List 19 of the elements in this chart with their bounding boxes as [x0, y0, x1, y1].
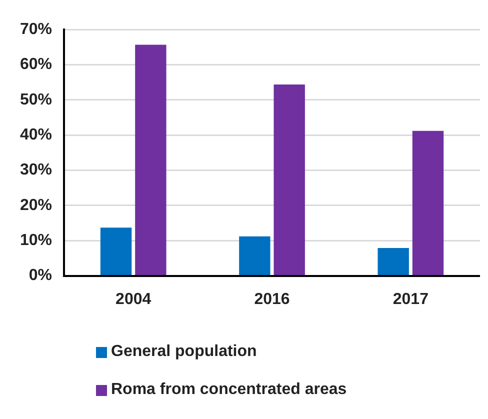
y-tick-label: 0% — [28, 267, 52, 284]
x-tick-label: 2017 — [392, 290, 429, 308]
y-tick-label: 50% — [20, 91, 52, 108]
bar — [378, 248, 409, 276]
y-tick-label: 30% — [20, 162, 52, 179]
bar — [100, 228, 132, 276]
y-tick-label: 20% — [20, 196, 52, 214]
bar — [412, 130, 444, 276]
x-tick-label: 2016 — [254, 290, 290, 308]
bar — [239, 236, 270, 276]
y-tick-label: 60% — [20, 56, 52, 74]
y-tick-label: 70% — [20, 21, 52, 38]
y-tick-label: 10% — [20, 232, 52, 250]
legend-label: General population — [111, 343, 257, 361]
legend-label: Roma from concentrated areas — [111, 381, 347, 399]
bar — [135, 44, 166, 276]
x-tick-label: 2004 — [116, 290, 152, 308]
bar — [274, 84, 305, 276]
y-tick-label: 40% — [20, 126, 52, 144]
